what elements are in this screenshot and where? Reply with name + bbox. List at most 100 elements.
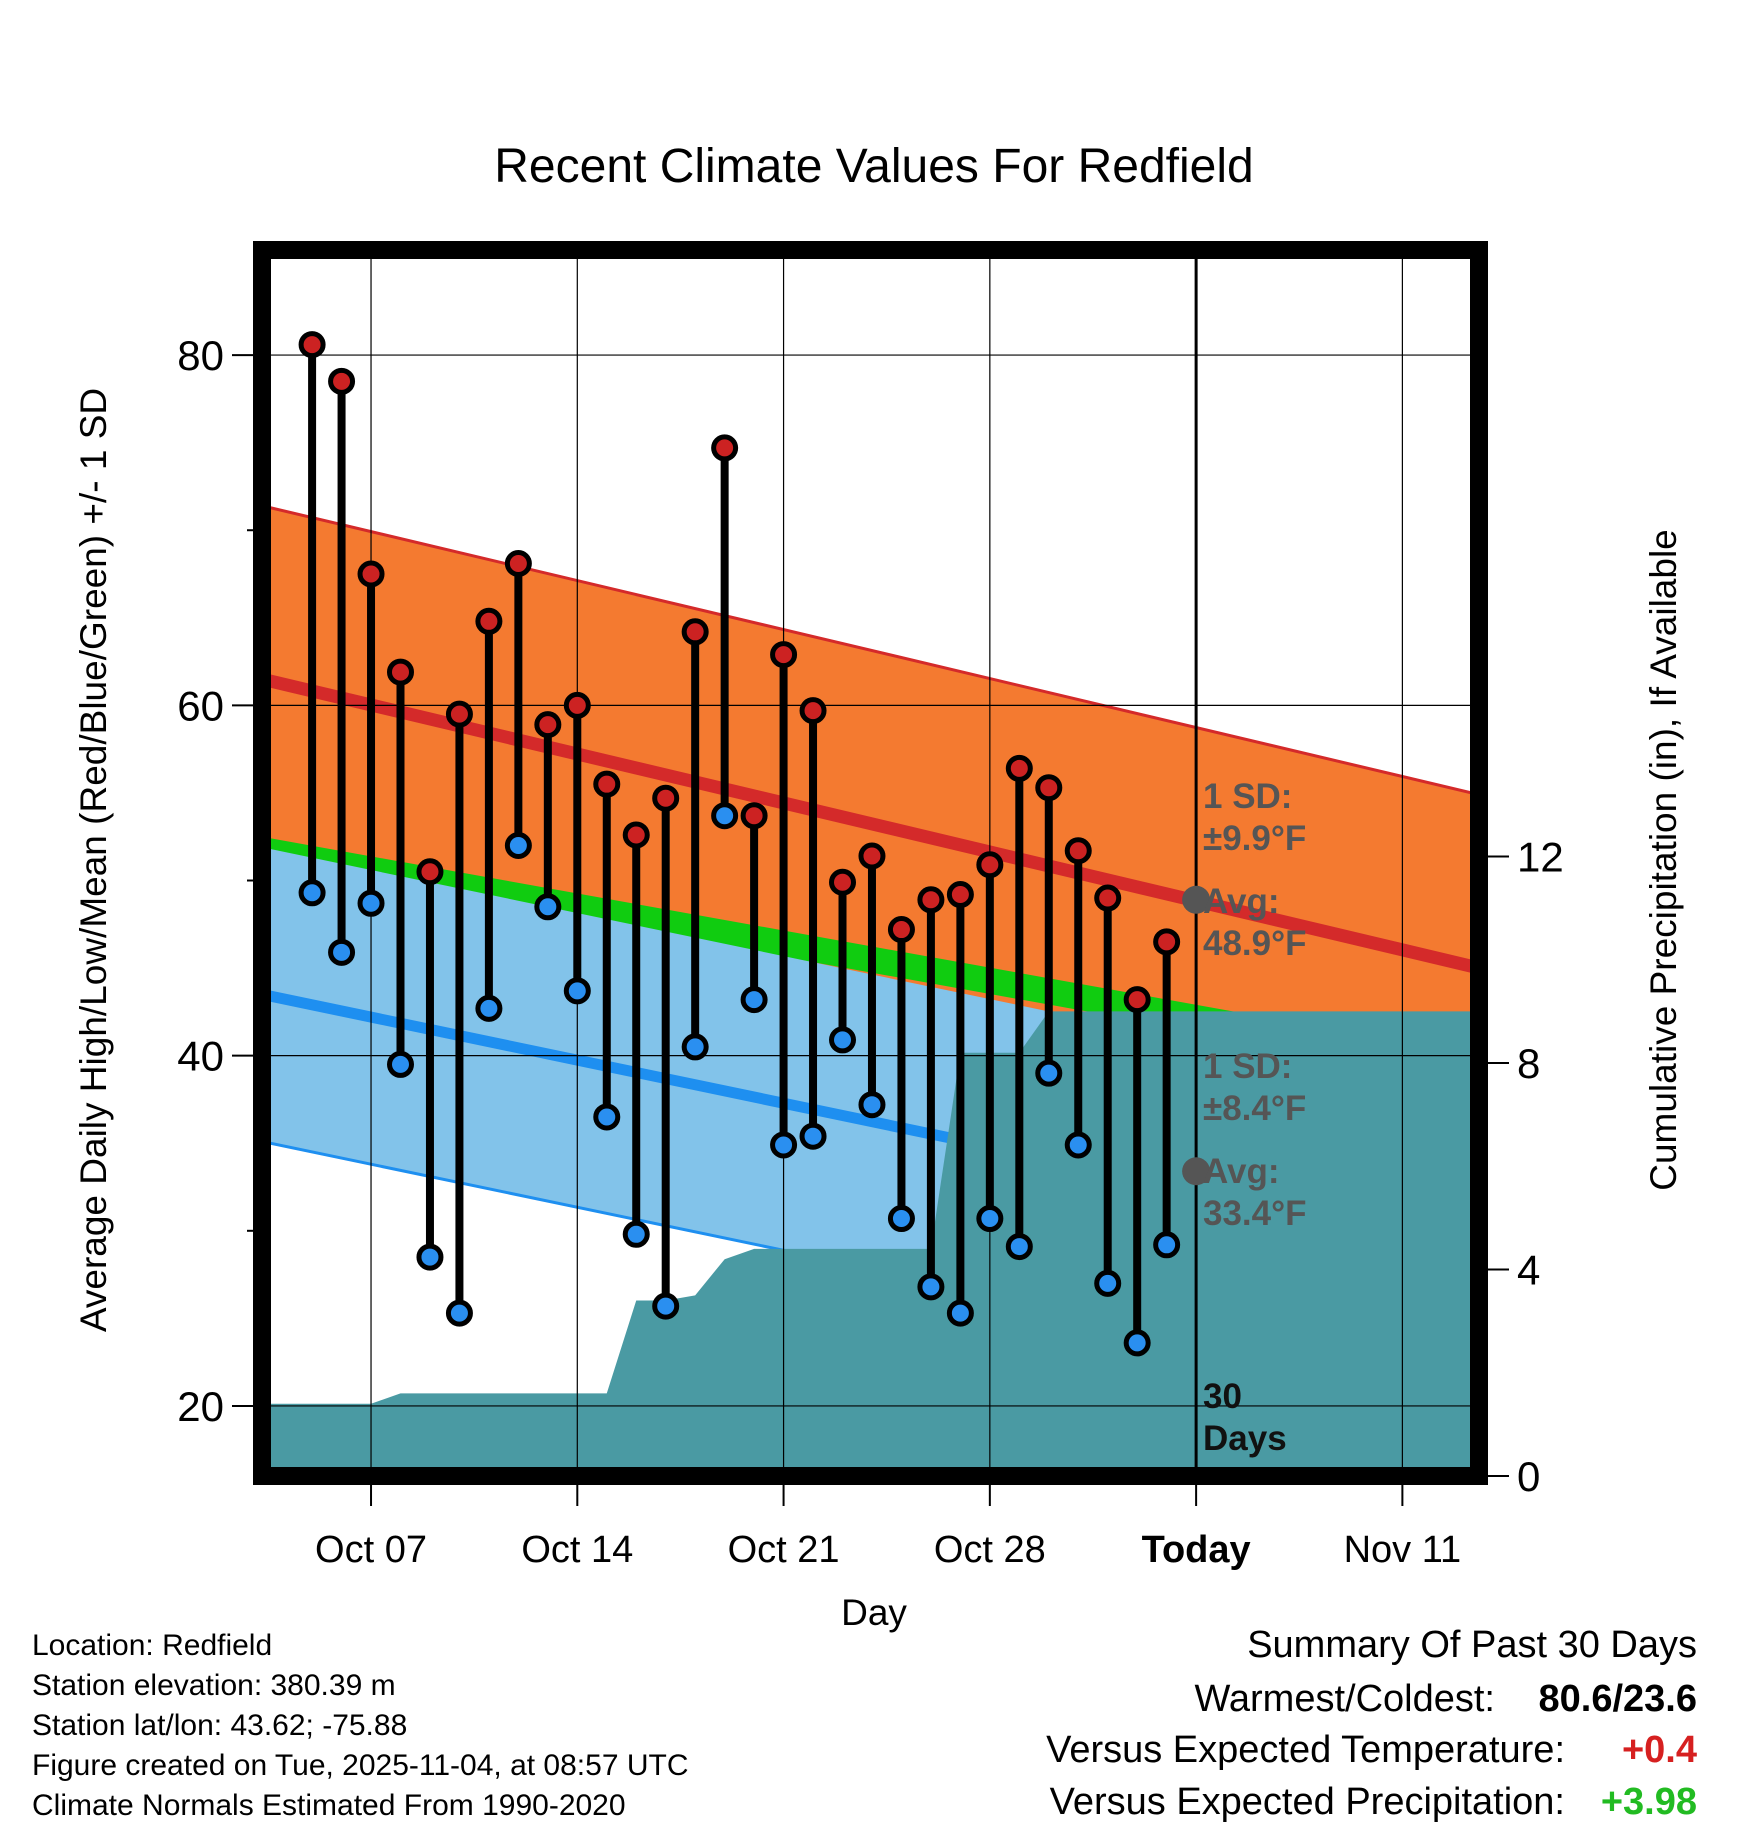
low-point [475,994,503,1022]
high-point [593,770,621,798]
axes: 20 40 60 80 0 4 8 12 Oct 07 Oct 14 Oct 21 Oct 28 Tod… [177,332,1563,1571]
day-bar [504,550,532,859]
footer: Location: Redfield Station elevation: 38… [32,1629,689,1822]
high-point [799,697,827,725]
low-point [563,977,591,1005]
daily-range-bars [298,331,1181,1357]
high-point [770,641,798,669]
high-point [475,607,503,635]
low-point [1153,1231,1181,1259]
x-tick-label: Today [1142,1529,1251,1571]
high-point [386,658,414,686]
high-point [652,784,680,812]
high-point [1064,837,1092,865]
high-point [1035,774,1063,802]
y-axis-label-left: Average Daily High/Low/Mean (Red/Blue/Gr… [73,388,114,1332]
plot-frame [253,241,1488,1485]
high-point [917,886,945,914]
low-point [652,1292,680,1320]
high-point [1123,986,1151,1014]
y-tick-label-right: 0 [1517,1453,1540,1500]
low-point [416,1243,444,1271]
low-point [534,893,562,921]
high-point [946,881,974,909]
low-avg-value: 33.4°F [1203,1194,1307,1233]
day-bar [1153,928,1181,1259]
high-point [416,858,444,886]
high-point [681,618,709,646]
low-point [1064,1131,1092,1159]
day-bar [1064,837,1092,1159]
low-point [799,1122,827,1150]
summary-precip-value: +3.98 [1601,1781,1697,1823]
low-point [504,831,532,859]
high-point [622,821,650,849]
footer-elevation: Station elevation: 380.39 m [32,1669,396,1702]
y-tick-label-left: 60 [177,682,224,729]
low-point [357,889,385,917]
high-mean-line [262,672,1479,975]
summary-temp-label: Versus Expected Temperature: [1046,1729,1565,1771]
low-sd-value: ±8.4°F [1203,1089,1306,1128]
chart-title: Recent Climate Values For Redfield [494,140,1253,193]
plot-area [262,250,1479,1476]
x-axis-label: Day [841,1592,907,1633]
low-point [1005,1233,1033,1261]
summary-precip-label: Versus Expected Precipitation: [1050,1781,1565,1823]
day-bar [622,821,650,1248]
summary: Summary Of Past 30 Days Warmest/Coldest:… [1046,1624,1697,1823]
low-point [917,1273,945,1301]
summary-temp-value: +0.4 [1622,1729,1697,1771]
days-annotation: 30 Days [1203,1377,1287,1458]
low-point [1094,1269,1122,1297]
low-point [770,1131,798,1159]
day-bar [711,434,739,830]
high-point [976,851,1004,879]
high-point [1094,884,1122,912]
low-annotation: 1 SD: ±8.4°F Avg: 33.4°F [1203,1047,1307,1233]
high-point [711,434,739,462]
low-point [740,986,768,1014]
day-bar [534,711,562,921]
day-bar [416,858,444,1271]
low-point [858,1091,886,1119]
high-point [858,842,886,870]
high-annotation: 1 SD: ±9.9°F Avg: 48.9°F [1203,777,1307,963]
high-point [829,868,857,896]
day-bar [770,641,798,1159]
low-point [887,1205,915,1233]
footer-latlon: Station lat/lon: 43.62; -75.88 [32,1709,407,1742]
today-low-avg-marker [1182,1157,1211,1186]
high-point [1153,928,1181,956]
low-sd-label: 1 SD: [1203,1047,1292,1086]
high-point [563,691,591,719]
day-bar [917,886,945,1301]
x-tick-label: Nov 11 [1344,1529,1462,1571]
day-bar [976,851,1004,1233]
low-point [711,802,739,830]
day-bar [681,618,709,1061]
y-tick-label-right: 8 [1517,1040,1540,1087]
high-point [1005,754,1033,782]
x-tick-label: Oct 28 [934,1529,1046,1571]
day-bar [946,881,974,1327]
day-bar [829,868,857,1054]
days-label: Days [1203,1419,1287,1458]
day-bar [1123,986,1151,1357]
high-point [504,550,532,578]
day-bar [1035,774,1063,1087]
low-point [1035,1059,1063,1087]
day-bar [652,784,680,1320]
precipitation-area [262,1011,1479,1476]
high-point [445,700,473,728]
high-point [887,916,915,944]
low-point [976,1205,1004,1233]
x-tick-label: Oct 07 [315,1529,427,1571]
days-count: 30 [1203,1377,1242,1416]
low-point [328,938,356,966]
low-point [593,1103,621,1131]
high-point [740,802,768,830]
today-high-avg-marker [1182,885,1211,914]
y-tick-label-left: 40 [177,1033,224,1080]
